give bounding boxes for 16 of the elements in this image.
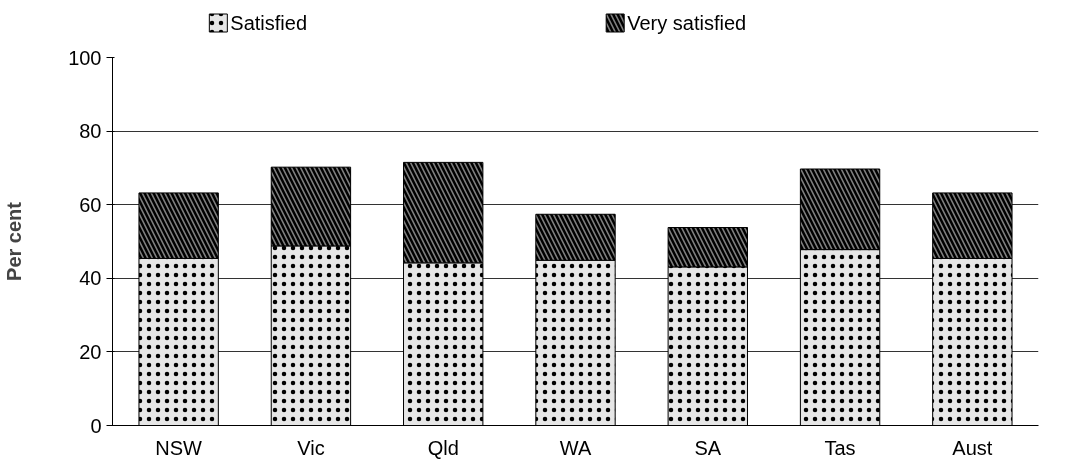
y-tick-label: 20 bbox=[79, 340, 102, 363]
x-tick-label: WA bbox=[559, 436, 592, 459]
x-tick-label: Aust bbox=[952, 436, 993, 459]
y-tick-label: 40 bbox=[79, 267, 102, 290]
legend-label: Very satisfied bbox=[627, 12, 747, 34]
y-tick-label: 60 bbox=[79, 193, 102, 216]
y-tick-label: 80 bbox=[79, 120, 102, 143]
x-tick-label: Vic bbox=[297, 436, 325, 459]
y-axis-title: Per cent bbox=[3, 201, 26, 281]
y-tick-label: 0 bbox=[90, 414, 102, 437]
x-tick-label: NSW bbox=[155, 436, 203, 459]
x-tick-label: SA bbox=[694, 436, 722, 459]
legend-label: Satisfied bbox=[230, 12, 308, 34]
x-tick-label: Qld bbox=[427, 436, 459, 459]
y-tick-label: 100 bbox=[68, 46, 102, 69]
x-tick-label: Tas bbox=[824, 436, 856, 459]
